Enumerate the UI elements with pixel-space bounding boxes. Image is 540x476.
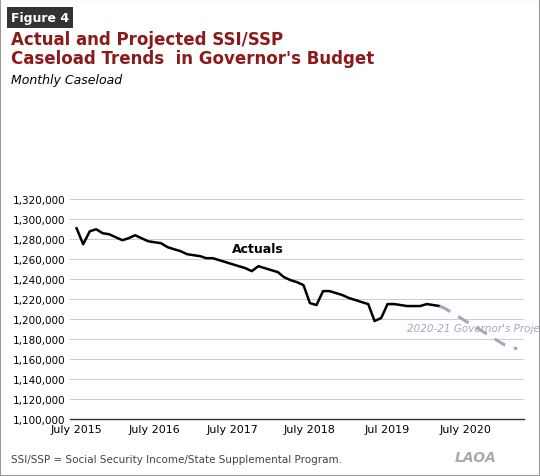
Text: SSI/SSP = Social Security Income/State Supplemental Program.: SSI/SSP = Social Security Income/State S… bbox=[11, 454, 342, 464]
Text: Actuals: Actuals bbox=[232, 243, 284, 256]
Text: Figure 4: Figure 4 bbox=[11, 12, 69, 25]
Text: 2020-21 Governor's Projections: 2020-21 Governor's Projections bbox=[407, 323, 540, 333]
Text: Caseload Trends  in Governor's Budget: Caseload Trends in Governor's Budget bbox=[11, 50, 374, 68]
Text: Actual and Projected SSI/SSP: Actual and Projected SSI/SSP bbox=[11, 31, 283, 49]
Text: Monthly Caseload: Monthly Caseload bbox=[11, 74, 122, 87]
Text: LAOA: LAOA bbox=[454, 450, 496, 464]
